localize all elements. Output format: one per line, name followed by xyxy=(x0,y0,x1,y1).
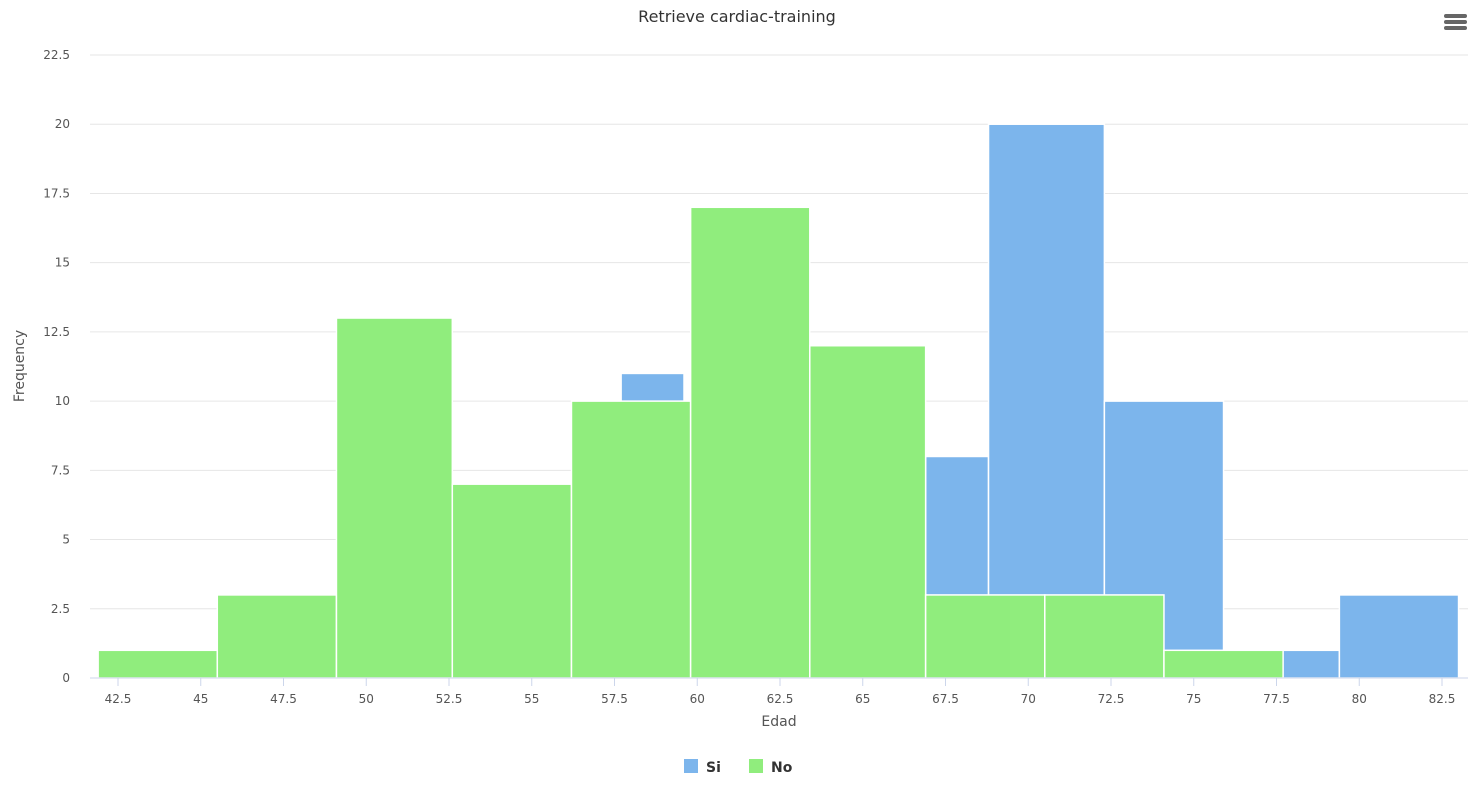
legend-item-si[interactable]: Si xyxy=(684,759,721,776)
x-tick-label: 57.5 xyxy=(601,692,628,706)
legend-swatch xyxy=(684,759,698,773)
x-axis-ticks: 42.5 45 47.5 50 52.5 55 57.5 60 62.5 65 67.5 70 72.5… xyxy=(105,678,1456,706)
y-axis-title: Frequency xyxy=(12,330,28,402)
legend-label: Si xyxy=(706,760,721,776)
x-tick-label: 65 xyxy=(855,692,870,706)
y-axis-ticks: 0 2.5 5 7.5 10 12.5 15 17.5 20 22.5 xyxy=(43,48,70,685)
histogram-bar-no[interactable] xyxy=(216,594,338,679)
legend-label: No xyxy=(771,760,793,776)
legend-swatch xyxy=(749,759,763,773)
x-tick-label: 75 xyxy=(1186,692,1201,706)
x-tick-label: 60 xyxy=(690,692,705,706)
menu-bar xyxy=(1444,14,1467,18)
x-axis-title: Edad xyxy=(761,714,796,730)
menu-bar xyxy=(1444,20,1467,24)
x-tick-label: 45 xyxy=(193,692,208,706)
x-tick-label: 50 xyxy=(359,692,374,706)
x-tick-label: 42.5 xyxy=(105,692,132,706)
x-tick-label: 55 xyxy=(524,692,539,706)
chart-title: Retrieve cardiac-training xyxy=(638,7,836,26)
y-tick-label: 7.5 xyxy=(51,463,70,477)
histogram-bar-no[interactable] xyxy=(1163,649,1284,679)
hamburger-menu-icon[interactable] xyxy=(1441,12,1469,36)
x-tick-label: 52.5 xyxy=(436,692,463,706)
legend-item-no[interactable]: No xyxy=(749,759,793,776)
y-tick-label: 5 xyxy=(62,533,70,547)
x-tick-label: 82.5 xyxy=(1429,692,1456,706)
x-tick-label: 62.5 xyxy=(767,692,794,706)
y-tick-label: 20 xyxy=(55,117,70,131)
y-tick-label: 15 xyxy=(55,256,70,270)
histogram-bar-no[interactable] xyxy=(809,344,927,679)
histogram-bar-no[interactable] xyxy=(924,594,1046,679)
histogram-bar-no[interactable] xyxy=(451,483,573,679)
menu-bar xyxy=(1444,26,1467,30)
histogram-bar-no[interactable] xyxy=(689,206,811,679)
histogram-bar-si[interactable] xyxy=(1338,594,1460,679)
y-tick-label: 17.5 xyxy=(43,186,70,200)
y-tick-label: 22.5 xyxy=(43,48,70,62)
series-no-bars xyxy=(97,206,1284,679)
x-tick-label: 80 xyxy=(1352,692,1367,706)
y-tick-label: 12.5 xyxy=(43,325,70,339)
x-tick-label: 70 xyxy=(1021,692,1036,706)
legend: Si No xyxy=(684,759,793,776)
x-tick-label: 67.5 xyxy=(932,692,959,706)
y-tick-label: 10 xyxy=(55,394,70,408)
x-tick-label: 72.5 xyxy=(1098,692,1125,706)
x-tick-label: 47.5 xyxy=(270,692,297,706)
histogram-bar-no[interactable] xyxy=(1044,594,1165,679)
histogram-bar-no[interactable] xyxy=(97,649,219,679)
y-tick-label: 2.5 xyxy=(51,602,70,616)
histogram-bar-no[interactable] xyxy=(570,400,692,679)
y-tick-label: 0 xyxy=(62,671,70,685)
x-tick-label: 77.5 xyxy=(1263,692,1290,706)
histogram-bar-no[interactable] xyxy=(335,317,454,679)
